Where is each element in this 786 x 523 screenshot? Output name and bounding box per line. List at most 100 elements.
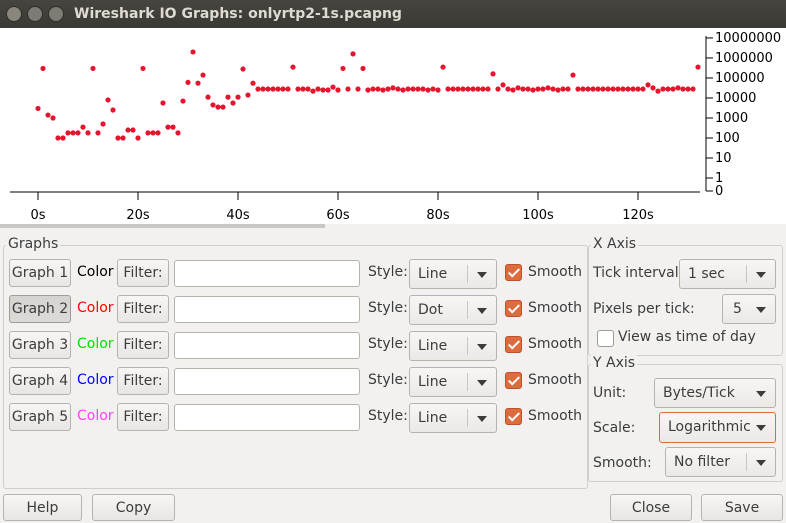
filter-button[interactable]: Filter: [117,259,169,287]
color-label: Color [77,300,114,316]
graph-button[interactable]: Graph 3 [9,331,71,359]
x-axis-group [588,245,783,356]
point [100,121,106,127]
point [425,87,431,93]
point [60,135,66,141]
close-window[interactable] [6,6,22,22]
point [620,86,626,92]
point [650,85,656,91]
tick-interval-combo[interactable]: 1 sec [679,259,776,289]
filter-input[interactable] [174,296,360,323]
chart: 0s 20s 40s 60s 80s 100s 120s 01 10 100 1000 10000 10… [10,31,781,223]
close-button[interactable]: Close [610,494,692,521]
point [560,86,566,92]
filter-input[interactable] [174,332,360,359]
graph-button[interactable]: Graph 4 [9,367,71,395]
y-axis-group [588,364,783,482]
point [430,86,436,92]
style-combo[interactable]: Line [409,367,497,397]
combo-value: 1 sec [688,266,725,282]
style-combo[interactable]: Dot [409,295,497,325]
smooth-checkbox[interactable] [505,264,522,281]
point [630,86,636,92]
point [380,87,386,93]
point [645,82,651,88]
point [290,64,296,70]
point [75,130,81,136]
copy-button[interactable]: Copy [92,494,175,521]
unit-combo[interactable]: Bytes/Tick [654,378,776,408]
smooth-checkbox[interactable] [505,408,522,425]
title-bar: Wireshark IO Graphs: onlyrtp2-1s.pcapng [0,0,786,28]
scrollbar[interactable] [0,224,325,228]
filter-input[interactable] [174,368,360,395]
point [615,86,621,92]
point [680,86,686,92]
point [280,86,286,92]
combo-value: 5 [733,301,742,317]
point [530,87,536,93]
x-tick-label: 100s [522,208,554,223]
filter-button[interactable]: Filter: [117,403,169,431]
point [695,64,701,70]
window-title: Wireshark IO Graphs: onlyrtp2-1s.pcapng [74,6,402,22]
point [240,66,246,72]
x-tick-label: 20s [126,208,150,223]
minimize-window[interactable] [27,6,43,22]
point [515,85,521,91]
pixels-per-tick-combo[interactable]: 5 [722,294,776,324]
point [490,71,496,77]
point [440,64,446,70]
group-title: Graphs [6,236,61,252]
smooth-combo[interactable]: No filter [665,447,776,477]
smooth-checkbox[interactable] [505,336,522,353]
point [485,86,491,92]
point [555,87,561,93]
point [305,86,311,92]
point [415,86,421,92]
point [235,94,241,100]
filter-button[interactable]: Filter: [117,295,169,323]
point [145,130,151,136]
point [170,124,176,130]
style-combo[interactable]: Line [409,259,497,289]
y-tick-label: 1000 [715,111,748,126]
scale-combo[interactable]: Logarithmic [659,412,776,443]
x-tick-label: 60s [326,208,350,223]
point [545,85,551,91]
smooth-label: Smooth [528,300,583,316]
help-button[interactable]: Help [3,494,82,521]
group-title: Y Axis [591,355,638,371]
combo-value: Line [418,266,448,282]
point [180,98,186,104]
point [155,130,161,136]
smooth-checkbox[interactable] [505,372,522,389]
filter-input[interactable] [174,260,360,287]
save-button[interactable]: Save [701,494,783,521]
point [505,86,511,92]
graph-button[interactable]: Graph 1 [9,259,71,287]
graph-button[interactable]: Graph 2 [9,295,71,323]
style-label: Style: [368,336,408,352]
plot-area: 0s 20s 40s 60s 80s 100s 120s 0 1 10 100 1000 10000 10… [0,28,786,224]
filter-input[interactable] [174,404,360,431]
graph-button[interactable]: Graph 5 [9,403,71,431]
style-combo[interactable]: Line [409,403,497,433]
point [580,86,586,92]
point [465,86,471,92]
filter-button[interactable]: Filter: [117,331,169,359]
point [480,86,486,92]
combo-value: Line [418,374,448,390]
point [310,88,316,94]
point [245,92,251,98]
y-tick-label: 100000 [715,71,765,86]
smooth-checkbox[interactable] [505,300,522,317]
style-combo[interactable]: Line [409,331,497,361]
filter-button[interactable]: Filter: [117,367,169,395]
point [685,86,691,92]
checkbox[interactable] [597,330,614,347]
point [435,87,441,93]
color-label: Color [77,372,114,388]
maximize-window[interactable] [48,6,64,22]
